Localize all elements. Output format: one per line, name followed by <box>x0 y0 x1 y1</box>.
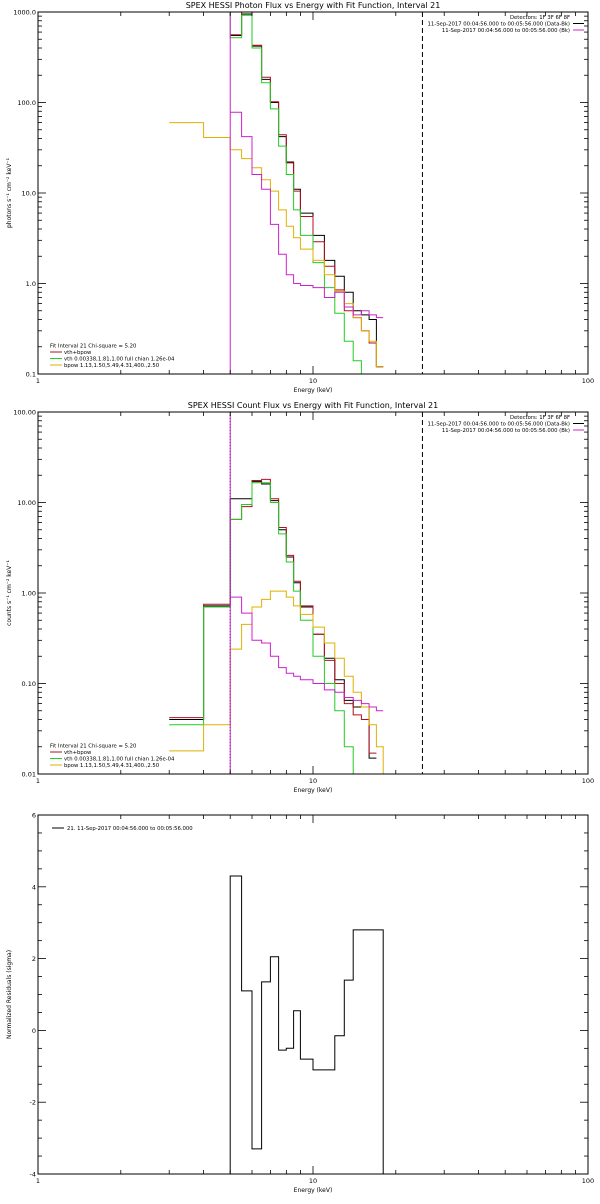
y-axis-label: photons s⁻¹ cm⁻² keV⁻¹ <box>6 157 13 228</box>
x-tick-label: 1 <box>36 777 40 785</box>
legend-entry: vth 0.00338,1.81,1.00 full chian 1.26e-0… <box>64 357 175 363</box>
y-tick-label: 1000.0 <box>13 9 36 17</box>
axes-frame <box>37 411 589 775</box>
legend-entry: Fit Interval 21 Chi-square = 5.20 <box>50 344 137 350</box>
y-tick-label: 100.00 <box>13 409 36 417</box>
chart-title: SPEX HESSI Count Flux vs Energy with Fit… <box>188 401 439 410</box>
series-4-bpow <box>169 122 384 368</box>
x-axis-label: Energy (keV) <box>294 387 333 394</box>
chart-panel-3: 1 10 100 -4 -2 0 2 4 6 Energy (keV) Normalized Res… <box>6 812 594 1195</box>
series-1-data <box>229 875 384 1174</box>
y-tick-label: 0.1 <box>26 371 36 379</box>
series-5-bk_line <box>230 111 384 319</box>
x-tick-label: 10 <box>309 777 317 785</box>
y-tick-label: 2 <box>32 955 36 963</box>
x-tick-label: 10 <box>309 377 317 385</box>
y-tick-label: 1.00 <box>22 590 36 598</box>
series-1-data <box>169 481 377 759</box>
legend-entry: bpow 1.13,1.50,5.49,4.31,400.,2.50 <box>64 363 160 369</box>
series-2-fit_total <box>230 12 384 368</box>
series-3-vth <box>169 12 370 374</box>
y-tick-label: 10.0 <box>22 190 36 198</box>
axes-frame <box>37 814 589 1175</box>
series-2-fit_total <box>169 478 377 754</box>
y-tick-label: 1.0 <box>26 280 36 288</box>
x-tick-label: 100 <box>582 777 594 785</box>
y-tick-label: 6 <box>32 812 36 820</box>
series-4-bpow <box>169 590 408 774</box>
x-tick-label: 100 <box>582 1177 594 1185</box>
chart-panel-1: 1 10 100 0.1 1.0 10.0 100.0 1000.0 SPEX HESSI Ph… <box>6 1 594 394</box>
info-line: 11-Sep-2017 00:04:56.000 to 00:05:56.000… <box>428 422 570 428</box>
info-line: Detectors: 1F 3F 6F 8F <box>510 15 570 21</box>
y-axis-label: Normalized Residuals (sigma) <box>6 950 13 1039</box>
y-tick-label: 0.10 <box>22 680 36 688</box>
y-tick-label: 0.01 <box>22 771 36 779</box>
x-axis-label: Energy (keV) <box>294 787 333 794</box>
chart-title: SPEX HESSI Photon Flux vs Energy with Fi… <box>186 1 441 10</box>
series-5-bk_line <box>230 596 384 712</box>
y-tick-label: 0 <box>32 1027 36 1035</box>
y-tick-label: 100.0 <box>17 99 36 107</box>
legend-entry: 21. 11-Sep-2017 00:04:56.000 to 00:05:56… <box>67 826 193 832</box>
y-tick-label: 10.00 <box>17 499 36 507</box>
info-line: 11-Sep-2017 00:04:56.000 to 00:05:56.000… <box>442 428 570 434</box>
legend-entry: vth+bpow <box>64 750 92 756</box>
series-1-data <box>230 13 384 368</box>
x-tick-label: 1 <box>36 377 40 385</box>
x-tick-label: 1 <box>36 1177 40 1185</box>
y-tick-label: -2 <box>30 1099 36 1107</box>
chart-panel-2: 1 10 100 0.01 0.10 1.00 10.00 100.00 SPEX HESSI … <box>6 401 594 794</box>
x-tick-label: 100 <box>582 377 594 385</box>
y-axis-label: counts s⁻¹ cm⁻² keV⁻¹ <box>6 560 13 626</box>
axes-frame <box>37 11 589 375</box>
legend-entry: vth+bpow <box>64 350 92 356</box>
legend-entry: Fit Interval 21 Chi-square = 5.20 <box>50 744 137 750</box>
legend-entry: vth 0.00338,1.81,1.00 full chian 1.26e-0… <box>64 757 175 763</box>
legend-entry: bpow 1.13,1.50,5.49,4.31,400.,2.50 <box>64 763 160 769</box>
x-axis-label: Energy (keV) <box>294 1187 333 1194</box>
info-line: 11-Sep-2017 00:04:56.000 to 00:05:56.000… <box>442 28 570 34</box>
y-tick-label: 4 <box>32 883 36 891</box>
series-3-vth <box>169 482 370 774</box>
info-line: 11-Sep-2017 00:04:56.000 to 00:05:56.000… <box>428 22 570 28</box>
y-tick-label: -4 <box>30 1171 36 1179</box>
x-tick-label: 10 <box>309 1177 317 1185</box>
info-line: Detectors: 1F 3F 6F 8F <box>510 415 570 421</box>
